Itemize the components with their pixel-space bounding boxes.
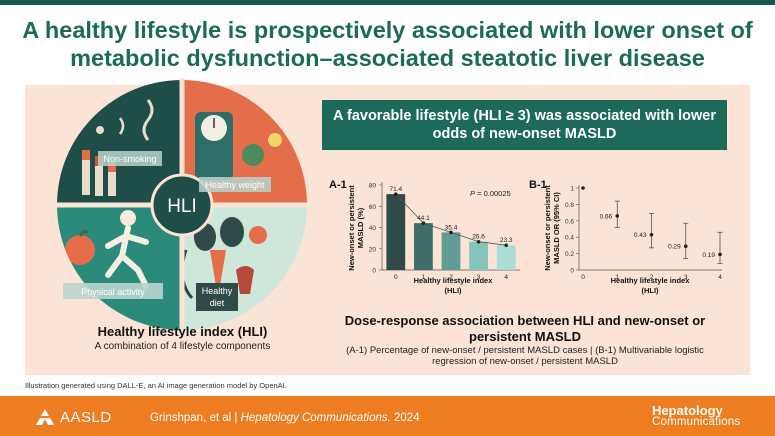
aasld-logo-icon [36, 409, 54, 425]
chart-b1-ylabel-line1: New-onset or persistent [543, 185, 552, 271]
chart-a1-trend-point [394, 192, 398, 196]
physical-activity-label: Physical activity [81, 287, 145, 297]
illustration-note: Illustration generated using DALL-E, an … [25, 381, 287, 390]
chart-a1-trend-point [421, 221, 426, 225]
chart-b1-xtick-label: 0 [581, 274, 585, 281]
chart-a1-bar [414, 223, 433, 270]
page-title-line1: A healthy lifestyle is prospectively ass… [22, 17, 753, 43]
chart-a1-xtick-label: 3 [477, 274, 481, 281]
chart-a1-ytick-label: 0 [372, 268, 376, 275]
chart-a1-panel-label: A-1 [329, 179, 347, 191]
chart-b1-ytick-label: 0.8 [565, 202, 574, 209]
physical-activity-label-box [63, 283, 163, 299]
top-accent-bar [0, 0, 775, 5]
chart-a1-xlabel-line1: Healthy lifestyle index [414, 276, 494, 285]
healthy-diet-label-line2: diet [210, 298, 225, 308]
chart-a1-value-label: 71.4 [389, 186, 402, 193]
key-finding-box: A favorable lifestyle (HLI ≥ 3) was asso… [322, 100, 727, 150]
chart-a1-xtick-label: 4 [504, 274, 508, 281]
citation-separator: | [234, 412, 238, 424]
chart-b1-point [649, 232, 654, 237]
chart-b1-xtick-label: 2 [650, 274, 654, 281]
chart-a1-bar [386, 194, 406, 270]
chart-a1-xlabel-line2: (HLI) [444, 286, 462, 295]
chart-b1-point [581, 186, 585, 190]
healthy-weight-label: Healthy weight [205, 180, 265, 190]
chart-a1-bar [496, 245, 516, 270]
chart-b1-ytick-label: 1 [570, 186, 574, 193]
chart-a1-ytick-label: 20 [369, 246, 377, 253]
journal-brand-line1: Hepatology [652, 403, 723, 418]
healthy-diet-label-line1: Healthy [202, 286, 233, 296]
chart-b1-panel-label: B-1 [529, 179, 547, 191]
aasld-logo: AASLD [34, 407, 112, 427]
chart-a1-p-value: P = 0.00025 [470, 189, 511, 198]
citation: Grinshpan, et al | Hepatology Communicat… [150, 412, 420, 424]
healthy-diet-label-box [196, 283, 238, 311]
healthy-weight-label-box [199, 177, 271, 192]
citation-year: 2024 [394, 412, 420, 424]
chart-a1-xtick-label: 2 [449, 274, 453, 281]
chart-a1-trend-point [476, 239, 481, 244]
chart-b1-xlabel-line1: Healthy lifestyle index [611, 276, 691, 285]
dose-response-title: Dose-response association between HLI an… [344, 313, 706, 344]
hli-subtitle: A combination of 4 lifestyle components [94, 341, 271, 352]
chart-b1-xtick-label: 3 [684, 274, 688, 281]
chart-b1-xtick-label: 1 [615, 274, 619, 281]
chart-a1-xtick-label: 0 [394, 274, 398, 281]
chart-b1-xlabel-line2: (HLI) [641, 286, 659, 295]
chart-a1-value-label: 23.3 [500, 237, 513, 244]
footer-bar [0, 396, 775, 436]
chart-b1-point [683, 244, 688, 249]
key-finding-text: A favorable lifestyle (HLI ≥ 3) was asso… [333, 108, 716, 142]
chart-a1-bar [441, 232, 461, 270]
chart-a1-ylabel-line2: MASLD (%) [356, 207, 365, 248]
chart-b1-ytick-label: 0.2 [565, 251, 574, 258]
chart-b1-ytick-label: 0.6 [565, 218, 574, 225]
journal-brand: Hepatology Communications [652, 403, 741, 428]
chart-b1-xtick-label: 4 [718, 274, 722, 281]
cigarette-icon [82, 99, 154, 196]
chart-a1-bar [469, 241, 488, 270]
journal-brand-line2: Communications [652, 415, 741, 428]
chart-b1-ylabel-line2: MASLD OR (95% CI) [552, 192, 561, 264]
chart-b1-ytick-label: 0.4 [565, 235, 574, 242]
chart-a1-trend-point [504, 243, 509, 248]
chart-a1-ylabel-line1: New-onset or persistent [347, 185, 356, 271]
chart-b1-point [718, 252, 722, 257]
chart-a1-xtick-label: 1 [422, 274, 426, 281]
runner-icon [65, 210, 149, 289]
citation-journal: Hepatology Communications. [240, 412, 391, 424]
chart-b1-value-label: 0.19 [702, 252, 715, 259]
non-smoking-label: Non-smoking [103, 154, 156, 164]
chart-a1-value-label: 35.4 [445, 224, 458, 231]
hli-title: Healthy lifestyle index (HLI) [97, 324, 268, 339]
weight-scale-icon [195, 112, 282, 180]
chart-a1-ytick-label: 80 [369, 183, 377, 190]
aasld-logo-text: AASLD [60, 408, 112, 426]
chart-a1-ytick-label: 40 [369, 225, 377, 232]
citation-authors: Grinshpan, et al [150, 412, 232, 424]
hli-center-circle [150, 173, 214, 237]
non-smoking-label-box [98, 151, 162, 166]
chart-b1-value-label: 0.43 [634, 232, 647, 239]
hli-center-label: HLI [167, 196, 197, 217]
chart-a1-value-label: 44.1 [417, 215, 430, 222]
dose-response-description: (A-1) Percentage of new-onset / persiste… [346, 345, 704, 367]
chart-b1-value-label: 0.29 [668, 244, 681, 251]
chart-a1-value-label: 26.6 [472, 234, 485, 241]
chart-a1-ytick-label: 60 [369, 204, 377, 211]
chart-b1-point [615, 214, 620, 218]
chart-a1-trend-point [449, 230, 453, 235]
page-title-line2: metabolic dysfunction–associated steatot… [70, 45, 705, 71]
chart-b1-ytick-label: 0 [570, 268, 574, 275]
page-title: A healthy lifestyle is prospectively ass… [0, 16, 775, 72]
chart-b1-value-label: 0.66 [600, 213, 613, 220]
